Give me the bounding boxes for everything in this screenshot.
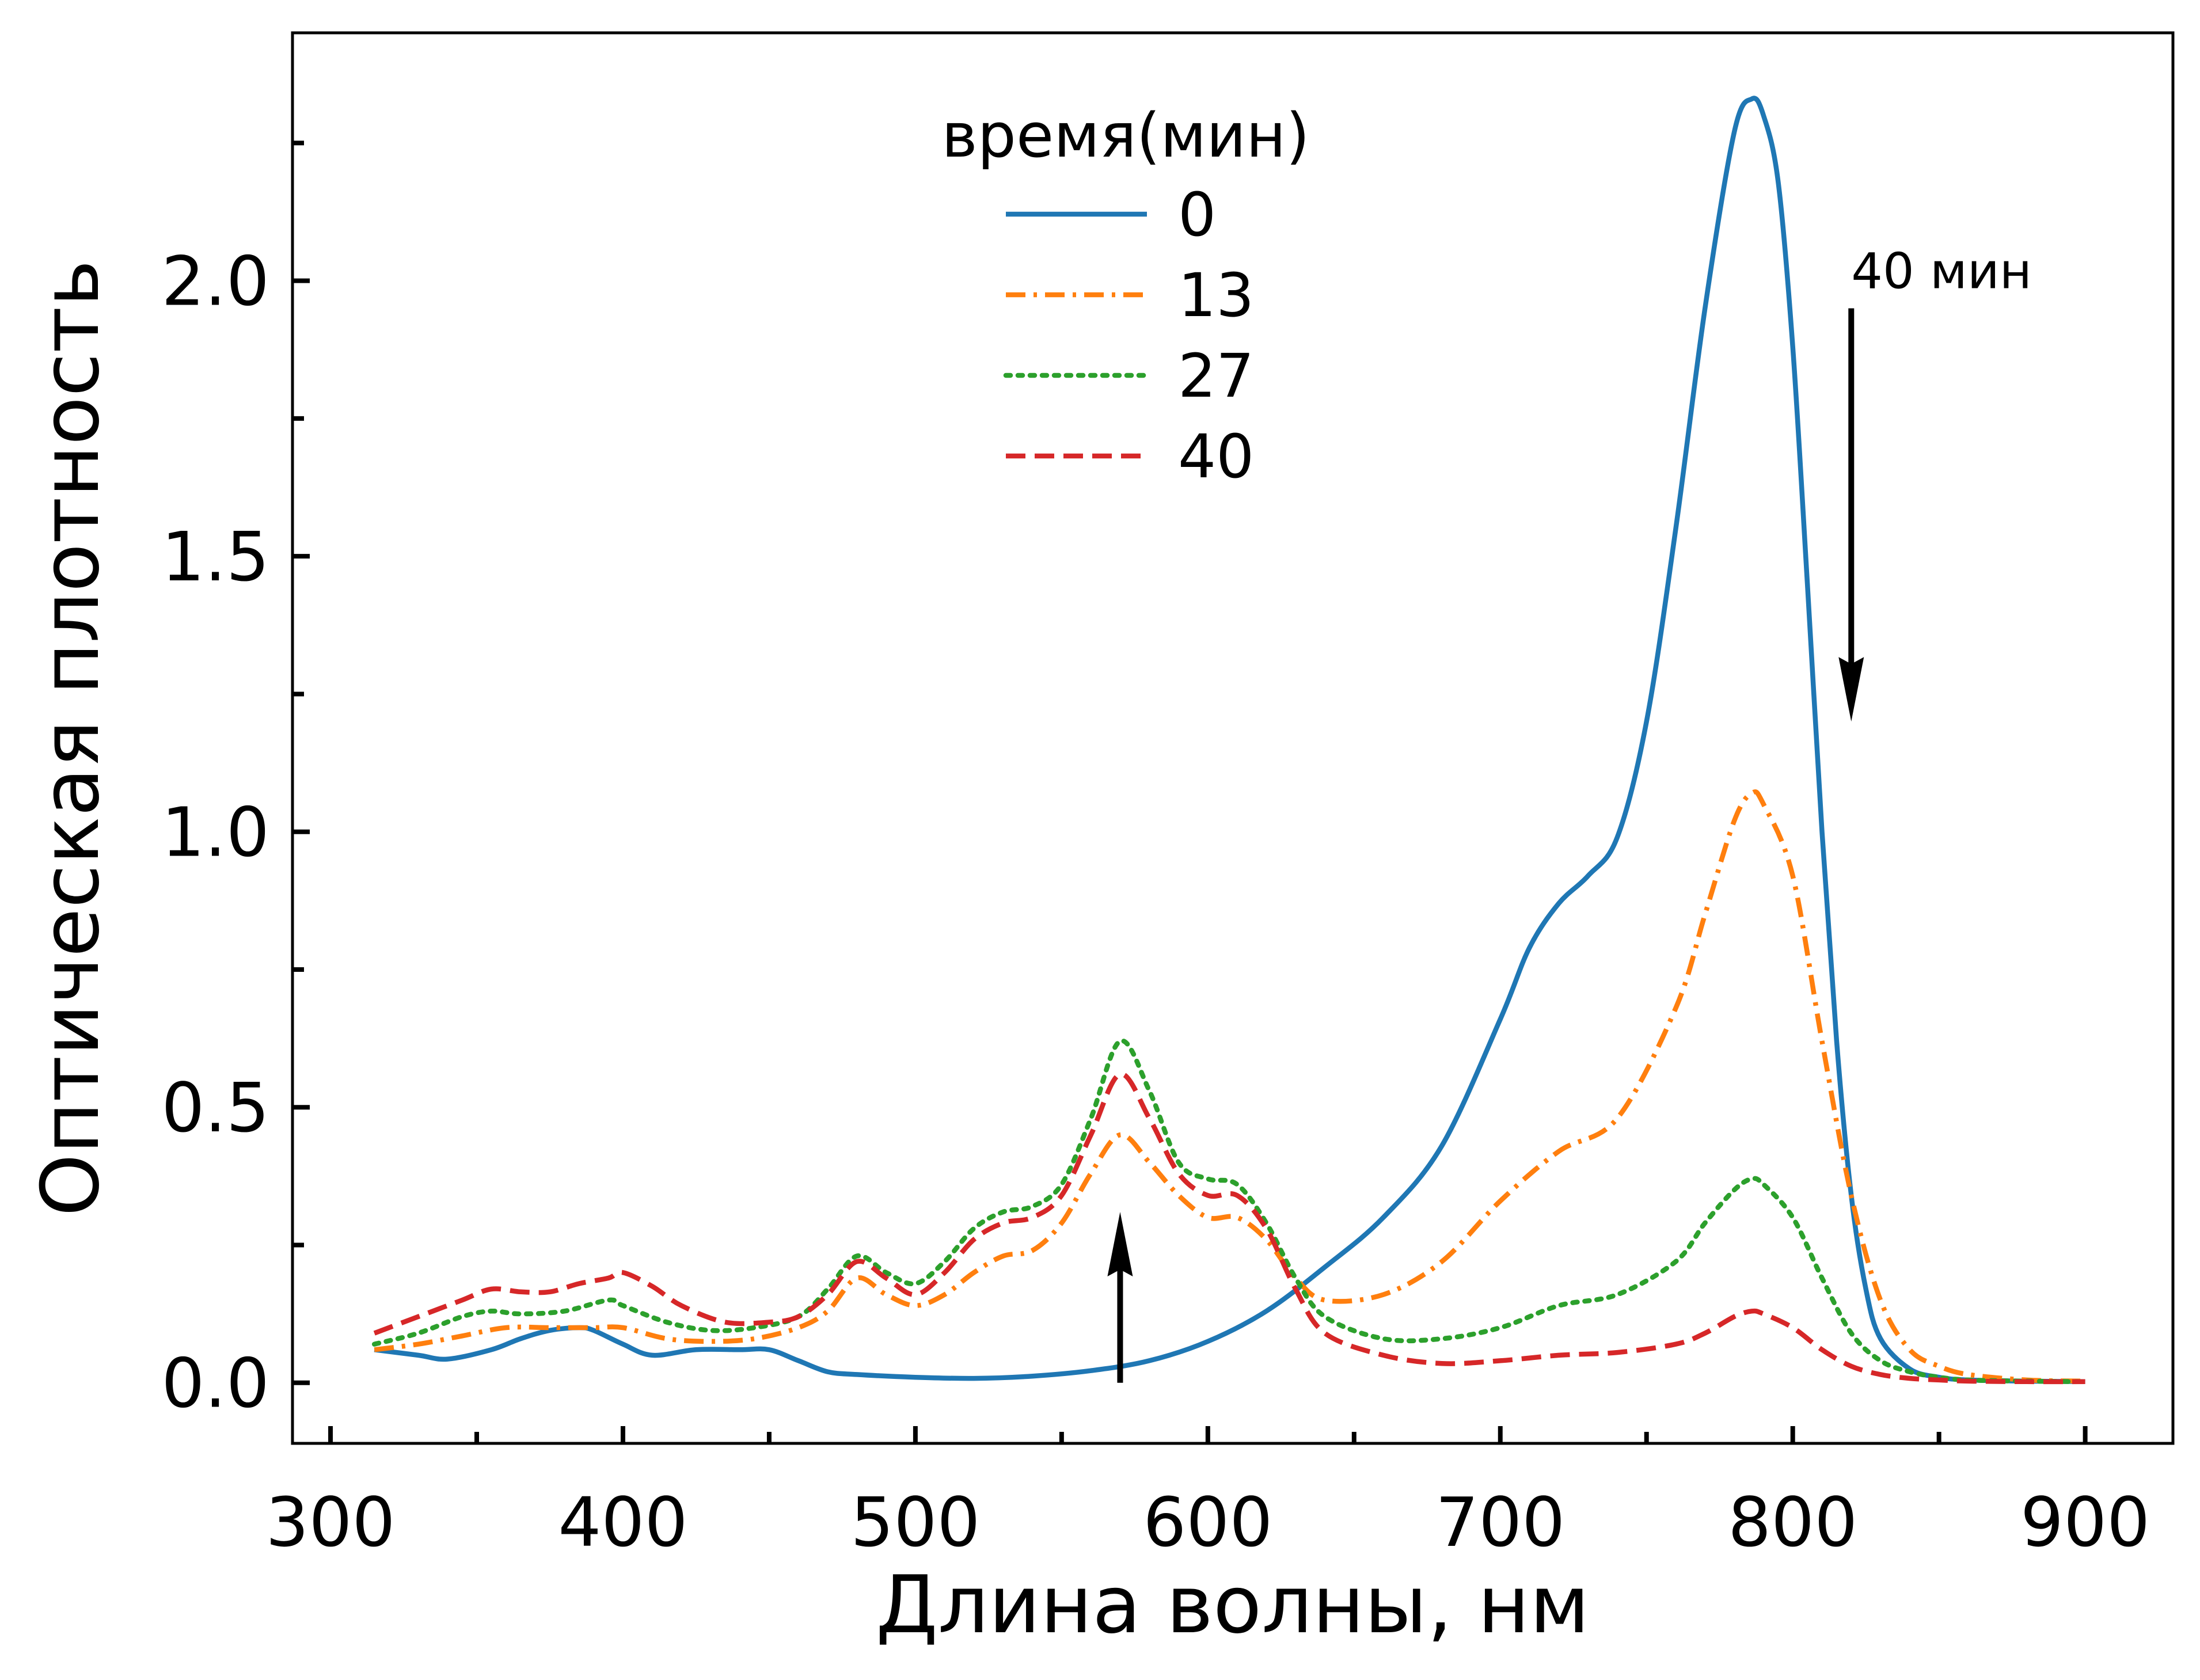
x-axis: 300 400 500 600 700 800 900	[265, 1426, 2150, 1562]
y-axis-title: Оптическая плотность	[24, 260, 117, 1217]
x-axis-title: Длина волны, нм	[876, 1559, 1590, 1651]
y-tick-label-1: 1.0	[161, 793, 269, 872]
y-tick-label-0.5: 0.5	[161, 1068, 269, 1147]
legend-label-0: 0	[1178, 180, 1216, 250]
annotations-layer: 40 мин	[1107, 243, 2032, 1383]
y-tick-label-2: 2.0	[161, 242, 269, 321]
legend: время(мин) 0 13 27 40	[941, 100, 1310, 492]
series-line-40	[373, 1071, 2085, 1385]
series-line-27	[371, 1038, 2088, 1385]
series-line-0	[374, 96, 2085, 1385]
legend-label-40: 40	[1178, 421, 1254, 492]
annotation-arrow-head-1	[1107, 1212, 1133, 1277]
x-tick-label-900: 900	[2020, 1483, 2150, 1562]
legend-label-27: 27	[1178, 341, 1254, 411]
legend-label-13: 13	[1178, 260, 1254, 330]
x-tick-label-400: 400	[558, 1483, 687, 1562]
legend-title: время(мин)	[941, 100, 1310, 171]
x-tick-label-800: 800	[1728, 1483, 1857, 1562]
annotation-label-0: 40 мин	[1851, 243, 2032, 301]
plot-frame	[291, 31, 2175, 1445]
annotation-arrow-head-0	[1838, 657, 1864, 722]
curves-layer	[371, 96, 2088, 1385]
y-tick-label-1.5: 1.5	[161, 517, 269, 596]
x-tick-label-300: 300	[265, 1483, 395, 1562]
y-axis: 0.0 0.5 1.0 1.5 2.0	[161, 140, 310, 1423]
x-tick-label-500: 500	[850, 1483, 980, 1562]
x-tick-label-600: 600	[1143, 1483, 1272, 1562]
y-tick-label-0: 0.0	[161, 1344, 269, 1423]
x-tick-label-700: 700	[1435, 1483, 1565, 1562]
